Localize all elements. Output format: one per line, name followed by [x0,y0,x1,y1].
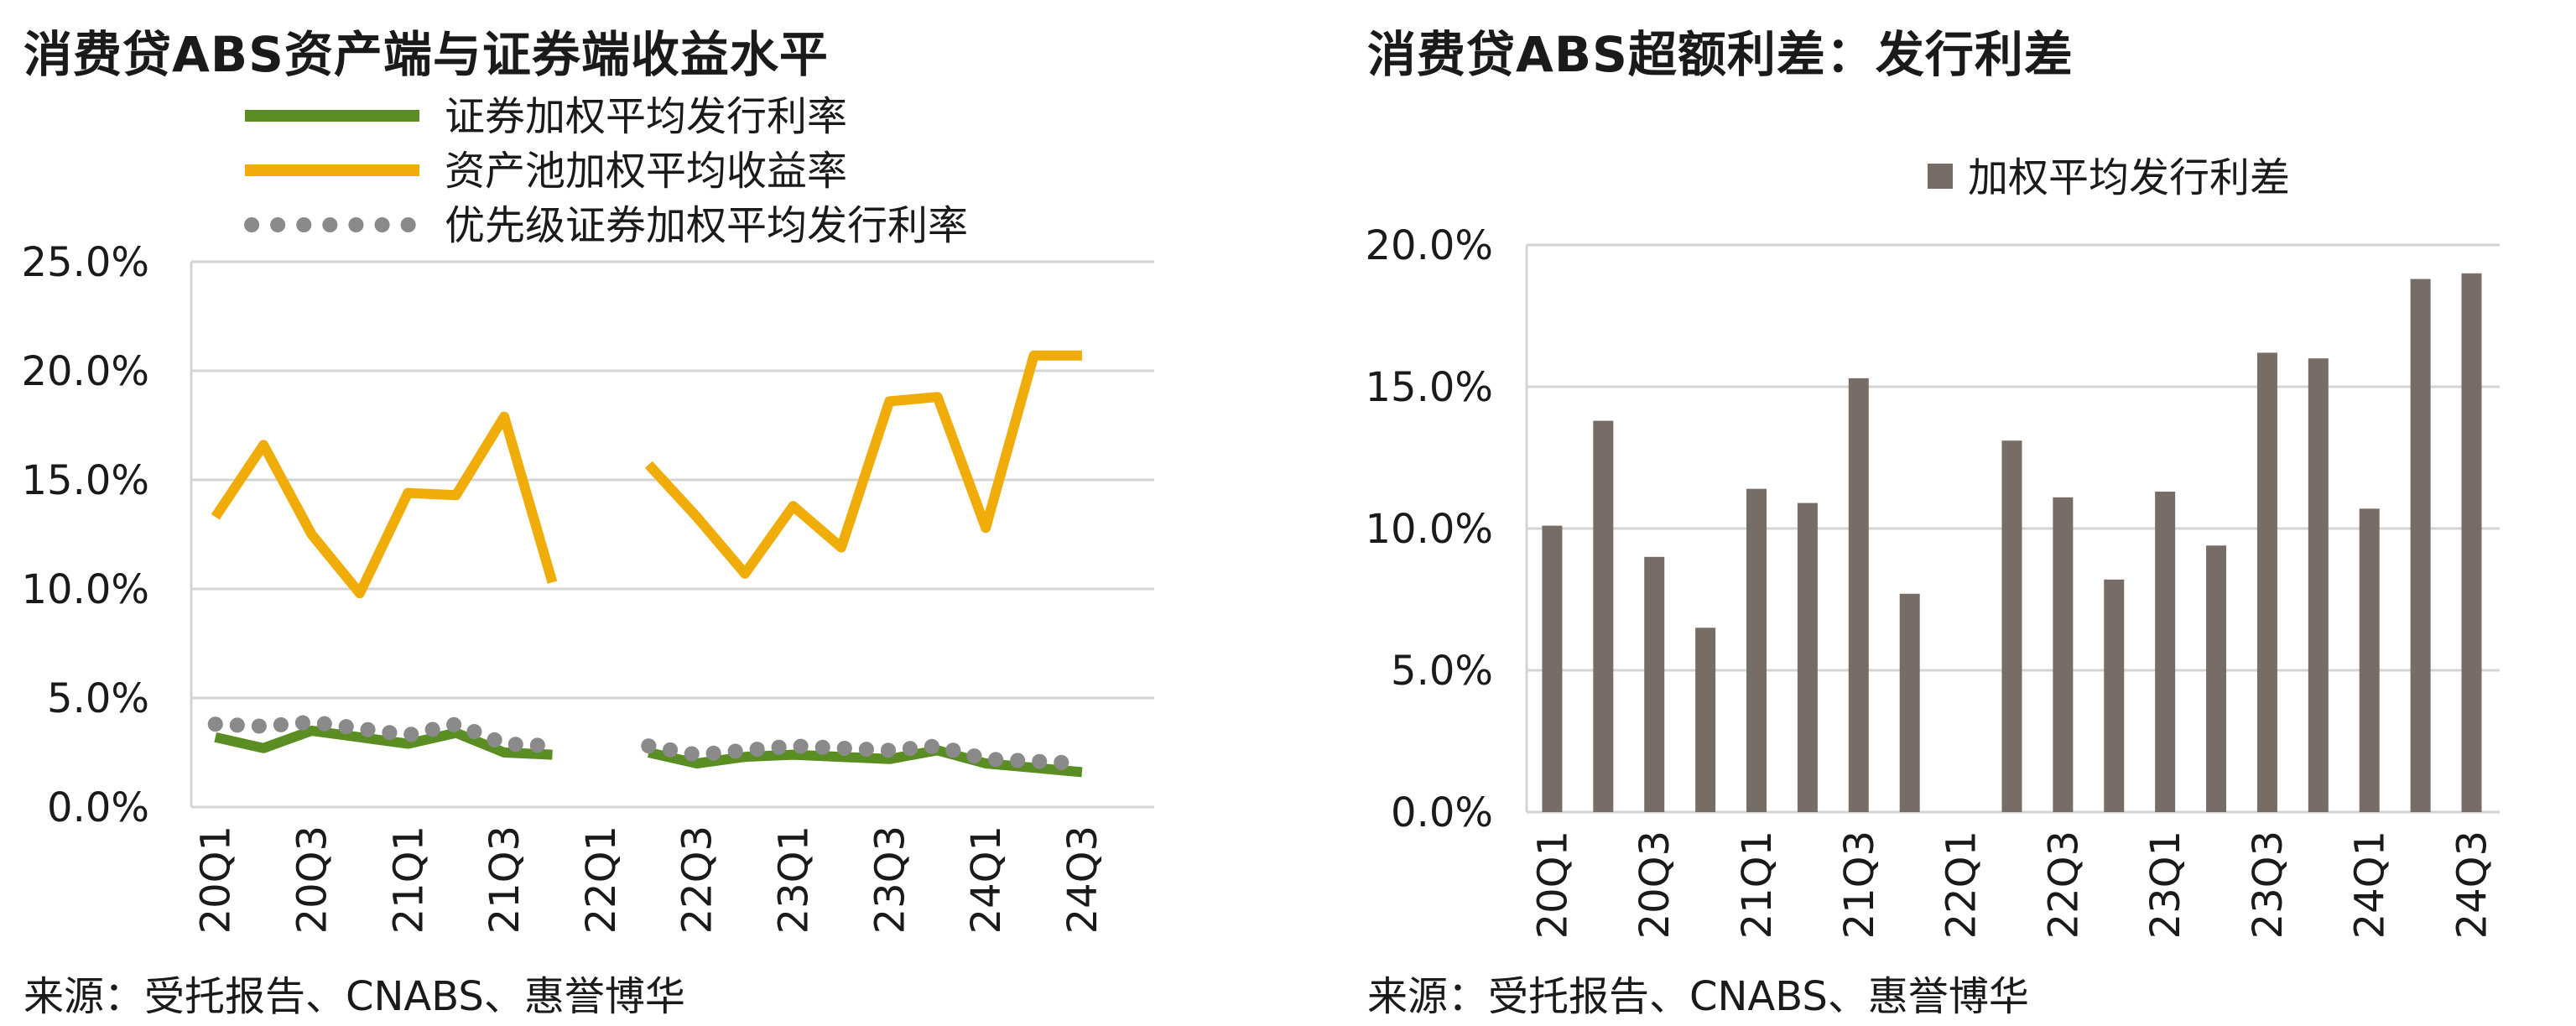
right-bar-chart: 加权平均发行利差 0.0%5.0%10.0%15.0%20.0% 20Q1 20Q… [1366,154,2500,939]
right-x-tick-label: 20Q3 [1631,831,1678,939]
right-bar [1644,556,1665,812]
left-x-axis: 20Q1 20Q3 21Q1 21Q3 22Q1 22Q3 23Q1 23Q3 24Q1 24Q3 [193,825,1106,934]
right-x-tick-label: 22Q1 [1939,831,1985,939]
right-bar [2104,579,2125,812]
left-y-tick-label: 5.0% [47,675,149,722]
left-legend-label: 资产池加权平均收益率 [445,148,847,195]
left-source-note: 来源：受托报告、CNABS、惠誉博华 [23,973,685,1020]
right-y-tick-label: 15.0% [1366,364,1493,411]
left-gridlines [190,260,1154,809]
left-x-tick-label: 20Q1 [193,825,240,934]
left-x-tick-label: 23Q3 [866,825,913,934]
right-legend: 加权平均发行利差 [1928,154,2290,201]
right-bar [2155,492,2176,812]
right-bar [1797,503,1818,812]
right-legend-swatch [1928,164,1953,189]
left-y-tick-label: 20.0% [22,348,149,395]
right-x-tick-label: 22Q3 [2040,831,2087,939]
left-chart-panel: 消费贷ABS资产端与证券端收益水平 证券加权平均发行利率 资产池加权平均收益率优先… [0,0,1275,1026]
right-x-tick-label: 21Q1 [1734,831,1781,939]
right-bar [2001,440,2022,812]
left-series [207,350,1090,778]
left-y-tick-label: 10.0% [22,566,149,613]
right-x-tick-label: 23Q3 [2245,831,2292,939]
left-x-tick-label: 22Q3 [674,825,721,934]
right-bar [1593,420,1614,812]
left-y-tick-label: 0.0% [47,784,149,831]
right-bar [2461,273,2482,812]
right-x-tick-label: 23Q1 [2142,831,2189,939]
right-x-tick-label: 21Q3 [1836,831,1883,939]
left-x-tick-label: 20Q3 [289,825,336,934]
right-bar [1695,628,1716,812]
right-bar [1542,525,1563,812]
right-bar [2256,352,2277,812]
left-series-line [641,738,1090,771]
left-x-tick-label: 23Q1 [771,825,818,934]
right-bars [1542,273,2482,812]
left-series-line [211,411,558,599]
right-y-tick-label: 0.0% [1391,789,1493,836]
left-legend-label: 证券加权平均发行利率 [445,93,847,140]
left-series-line [647,745,1083,778]
right-y-axis: 0.0% 5.0% 10.0% 15.0% 20.0% [1366,222,1493,836]
right-x-tick-label: 24Q1 [2347,831,2394,939]
right-bar [2359,508,2380,812]
left-legend-label: 优先级证券加权平均发行利率 [445,202,968,249]
left-series-line [644,350,1082,579]
left-y-axis: 0.0% 5.0% 10.0% 15.0% 20.0% 25.0% [22,239,149,831]
right-y-tick-label: 5.0% [1391,648,1493,695]
right-chart-panel: 消费贷ABS超额利差：发行利差 加权平均发行利差 0.0% 5.0% 10.0% 15… [1342,0,2576,1026]
left-x-tick-label: 22Q1 [578,825,625,934]
right-bar [1746,488,1767,812]
right-x-tick-label: 20Q1 [1529,831,1576,939]
left-x-tick-label: 21Q3 [481,825,528,934]
left-y-tick-label: 15.0% [22,457,149,504]
left-x-tick-label: 21Q1 [385,825,432,934]
left-series-line [214,726,553,760]
left-series-line [207,714,560,754]
right-bar [2410,279,2431,812]
right-source-note: 来源：受托报告、CNABS、惠誉博华 [1367,973,2029,1020]
left-x-tick-label: 24Q3 [1059,825,1106,934]
right-x-tick-label: 24Q3 [2449,831,2496,939]
right-bar [2308,358,2329,812]
right-bar [2053,497,2074,812]
left-y-tick-label: 25.0% [22,239,149,286]
left-chart-title: 消费贷ABS资产端与证券端收益水平 [23,26,829,83]
right-y-tick-label: 20.0% [1366,222,1493,269]
left-x-tick-label: 24Q1 [963,825,1010,934]
right-bar [2206,545,2227,812]
right-chart-title: 消费贷ABS超额利差：发行利差 [1367,26,2074,83]
right-bar [1899,593,1920,812]
right-legend-label: 加权平均发行利差 [1968,154,2290,201]
right-y-tick-label: 10.0% [1366,506,1493,553]
right-x-axis: 20Q1 20Q3 21Q1 21Q3 22Q1 22Q3 23Q1 23Q3 24Q1 24Q3 [1529,831,2495,939]
right-bar [1848,378,1869,812]
